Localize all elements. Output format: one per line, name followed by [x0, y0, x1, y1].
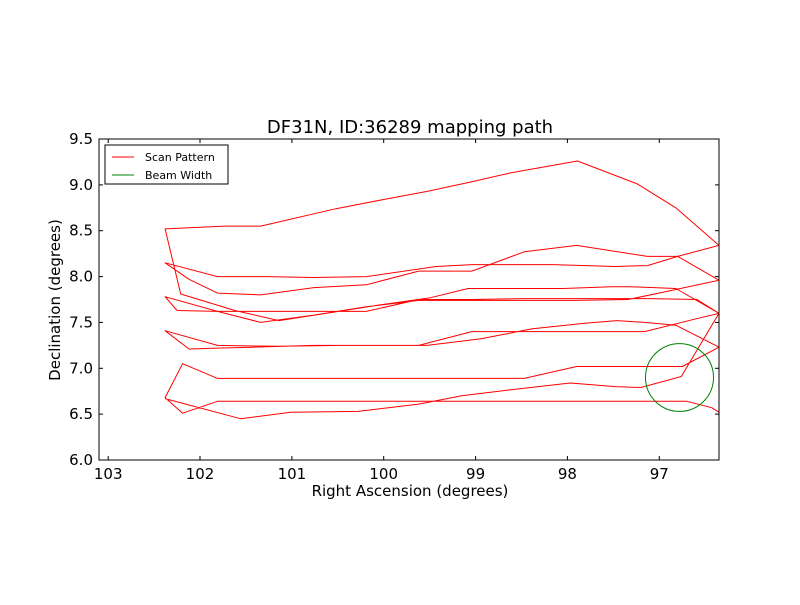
plot-series: [164, 160, 719, 420]
x-tick-label: 97: [650, 465, 669, 483]
legend-box: [104, 144, 229, 185]
scan-pattern-line: [164, 160, 719, 420]
y-tick-label: 7.5: [69, 313, 93, 331]
x-tick-label: 99: [466, 465, 485, 483]
beam-width-circle: [645, 343, 714, 412]
x-tick-label: 102: [186, 465, 215, 483]
x-tick-label: 100: [369, 465, 398, 483]
y-tick-label: 6.0: [69, 451, 93, 469]
x-tick-label: 98: [558, 465, 577, 483]
y-tick-label: 7.0: [69, 359, 93, 377]
axes-layer: 103 102 101 100 99 98 97 6.0 6.5 7.0 7.5 8.0 8.5 9.0 9…: [69, 130, 720, 483]
legend-label-beam-width: Beam Width: [145, 169, 212, 182]
x-tick-label: 101: [278, 465, 307, 483]
x-tick-label: 103: [94, 465, 123, 483]
legend: Scan Pattern Beam Width: [104, 144, 229, 185]
chart-title: DF31N, ID:36289 mapping path: [267, 117, 553, 138]
y-axis-label: Declination (degrees): [46, 219, 64, 381]
plot-frame: [98, 138, 720, 461]
y-tick-label: 9.0: [69, 176, 93, 194]
x-axis-label: Right Ascension (degrees): [312, 482, 509, 500]
y-tick-label: 6.5: [69, 405, 93, 423]
y-tick-label: 8.5: [69, 222, 93, 240]
y-tick-label: 8.0: [69, 268, 93, 286]
y-tick-label: 9.5: [69, 130, 93, 148]
legend-label-scan-pattern: Scan Pattern: [145, 151, 215, 164]
